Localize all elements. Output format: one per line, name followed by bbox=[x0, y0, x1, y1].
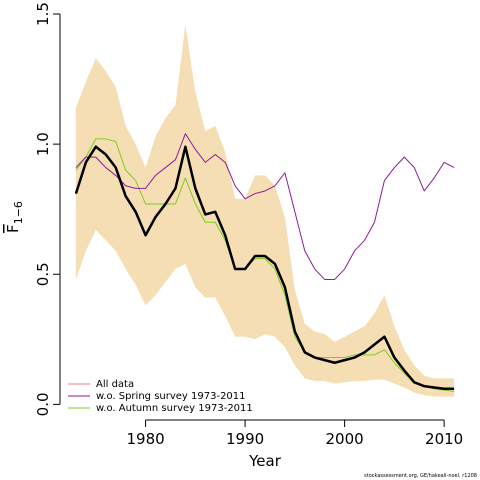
x-tick-label: 1990 bbox=[226, 430, 264, 448]
y-axis-label-main: F bbox=[4, 224, 22, 233]
confidence-band bbox=[75, 24, 455, 397]
y-axis-label: F1−6 bbox=[4, 201, 25, 233]
x-tick-label: 1980 bbox=[126, 430, 164, 448]
legend-label: w.o. Autumn survey 1973-2011 bbox=[96, 403, 253, 414]
y-axis-label-sub: 1−6 bbox=[12, 201, 25, 224]
series-line bbox=[74, 145, 455, 391]
x-tick-label: 2000 bbox=[326, 430, 364, 448]
legend-label: w.o. Spring survey 1973-2011 bbox=[96, 391, 246, 402]
y-tick-label: 1.5 bbox=[34, 2, 52, 26]
y-tick-label: 0.0 bbox=[34, 392, 52, 416]
y-tick-label: 0.5 bbox=[34, 262, 52, 286]
x-axis-label: Year bbox=[248, 452, 282, 470]
footer: stockassessment.org, GE/hakeall-noel, r1… bbox=[364, 473, 477, 479]
series-line bbox=[75, 133, 455, 280]
x-tick-label: 2010 bbox=[425, 430, 463, 448]
y-tick-label: 1.0 bbox=[34, 132, 52, 156]
legend-label: All data bbox=[96, 379, 134, 390]
